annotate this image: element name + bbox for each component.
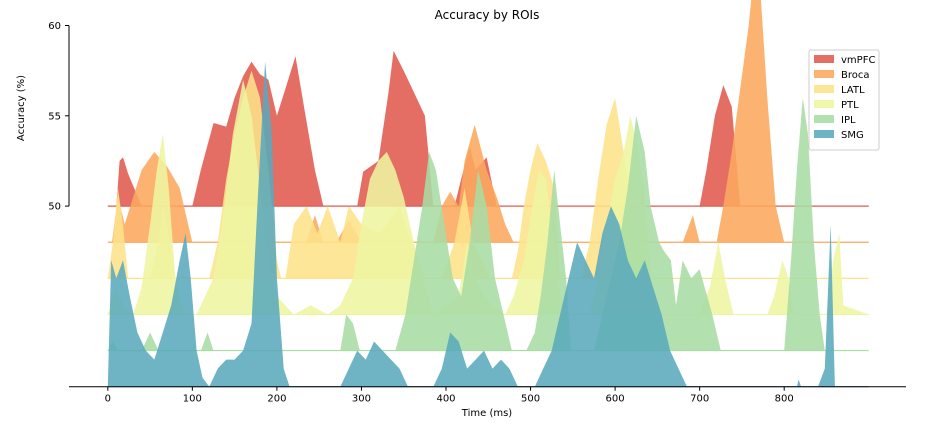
x-tick-label: 500 [521,394,540,405]
legend-swatch-latl [814,85,834,93]
area-smg [107,61,869,387]
legend-swatch-ptl [814,100,834,108]
legend: vmPFC Broca LATL PTL IPL SMG [808,49,880,151]
area-latl [107,70,869,279]
area-vmpfc [116,50,869,207]
legend-label-smg: SMG [841,130,864,141]
legend-label-ptl: PTL [841,100,859,111]
x-tick-label: 300 [352,394,371,405]
area-ipl [107,97,869,351]
x-tick-label: 400 [436,394,455,405]
area-broca [112,0,869,243]
legend-swatch-broca [814,70,834,78]
x-tick-label: 600 [606,394,625,405]
chart-title: Accuracy by ROIs [435,8,540,22]
legend-label-latl: LATL [841,85,865,96]
y-ticks: 50 55 60 [48,21,69,213]
legend-swatch-vmpfc [814,55,834,63]
x-axis-label: Time (ms) [461,408,513,419]
y-axis-label: Accuracy (%) [16,75,27,141]
y-tick-label: 50 [48,202,61,213]
x-tick-label: 700 [690,394,709,405]
x-tick-label: 800 [775,394,794,405]
x-tick-label: 200 [267,394,286,405]
legend-swatch-smg [814,130,834,138]
y-tick-label: 55 [48,111,61,122]
plot-area [107,0,869,388]
legend-label-broca: Broca [841,70,870,81]
legend-label-vmpfc: vmPFC [841,55,875,66]
x-tick-label: 0 [105,394,111,405]
legend-label-ipl: IPL [841,115,856,126]
y-tick-label: 60 [48,21,61,32]
x-tick-label: 100 [183,394,202,405]
legend-swatch-ipl [814,115,834,123]
x-ticks: 0 100 200 300 400 500 600 700 800 [105,386,794,405]
